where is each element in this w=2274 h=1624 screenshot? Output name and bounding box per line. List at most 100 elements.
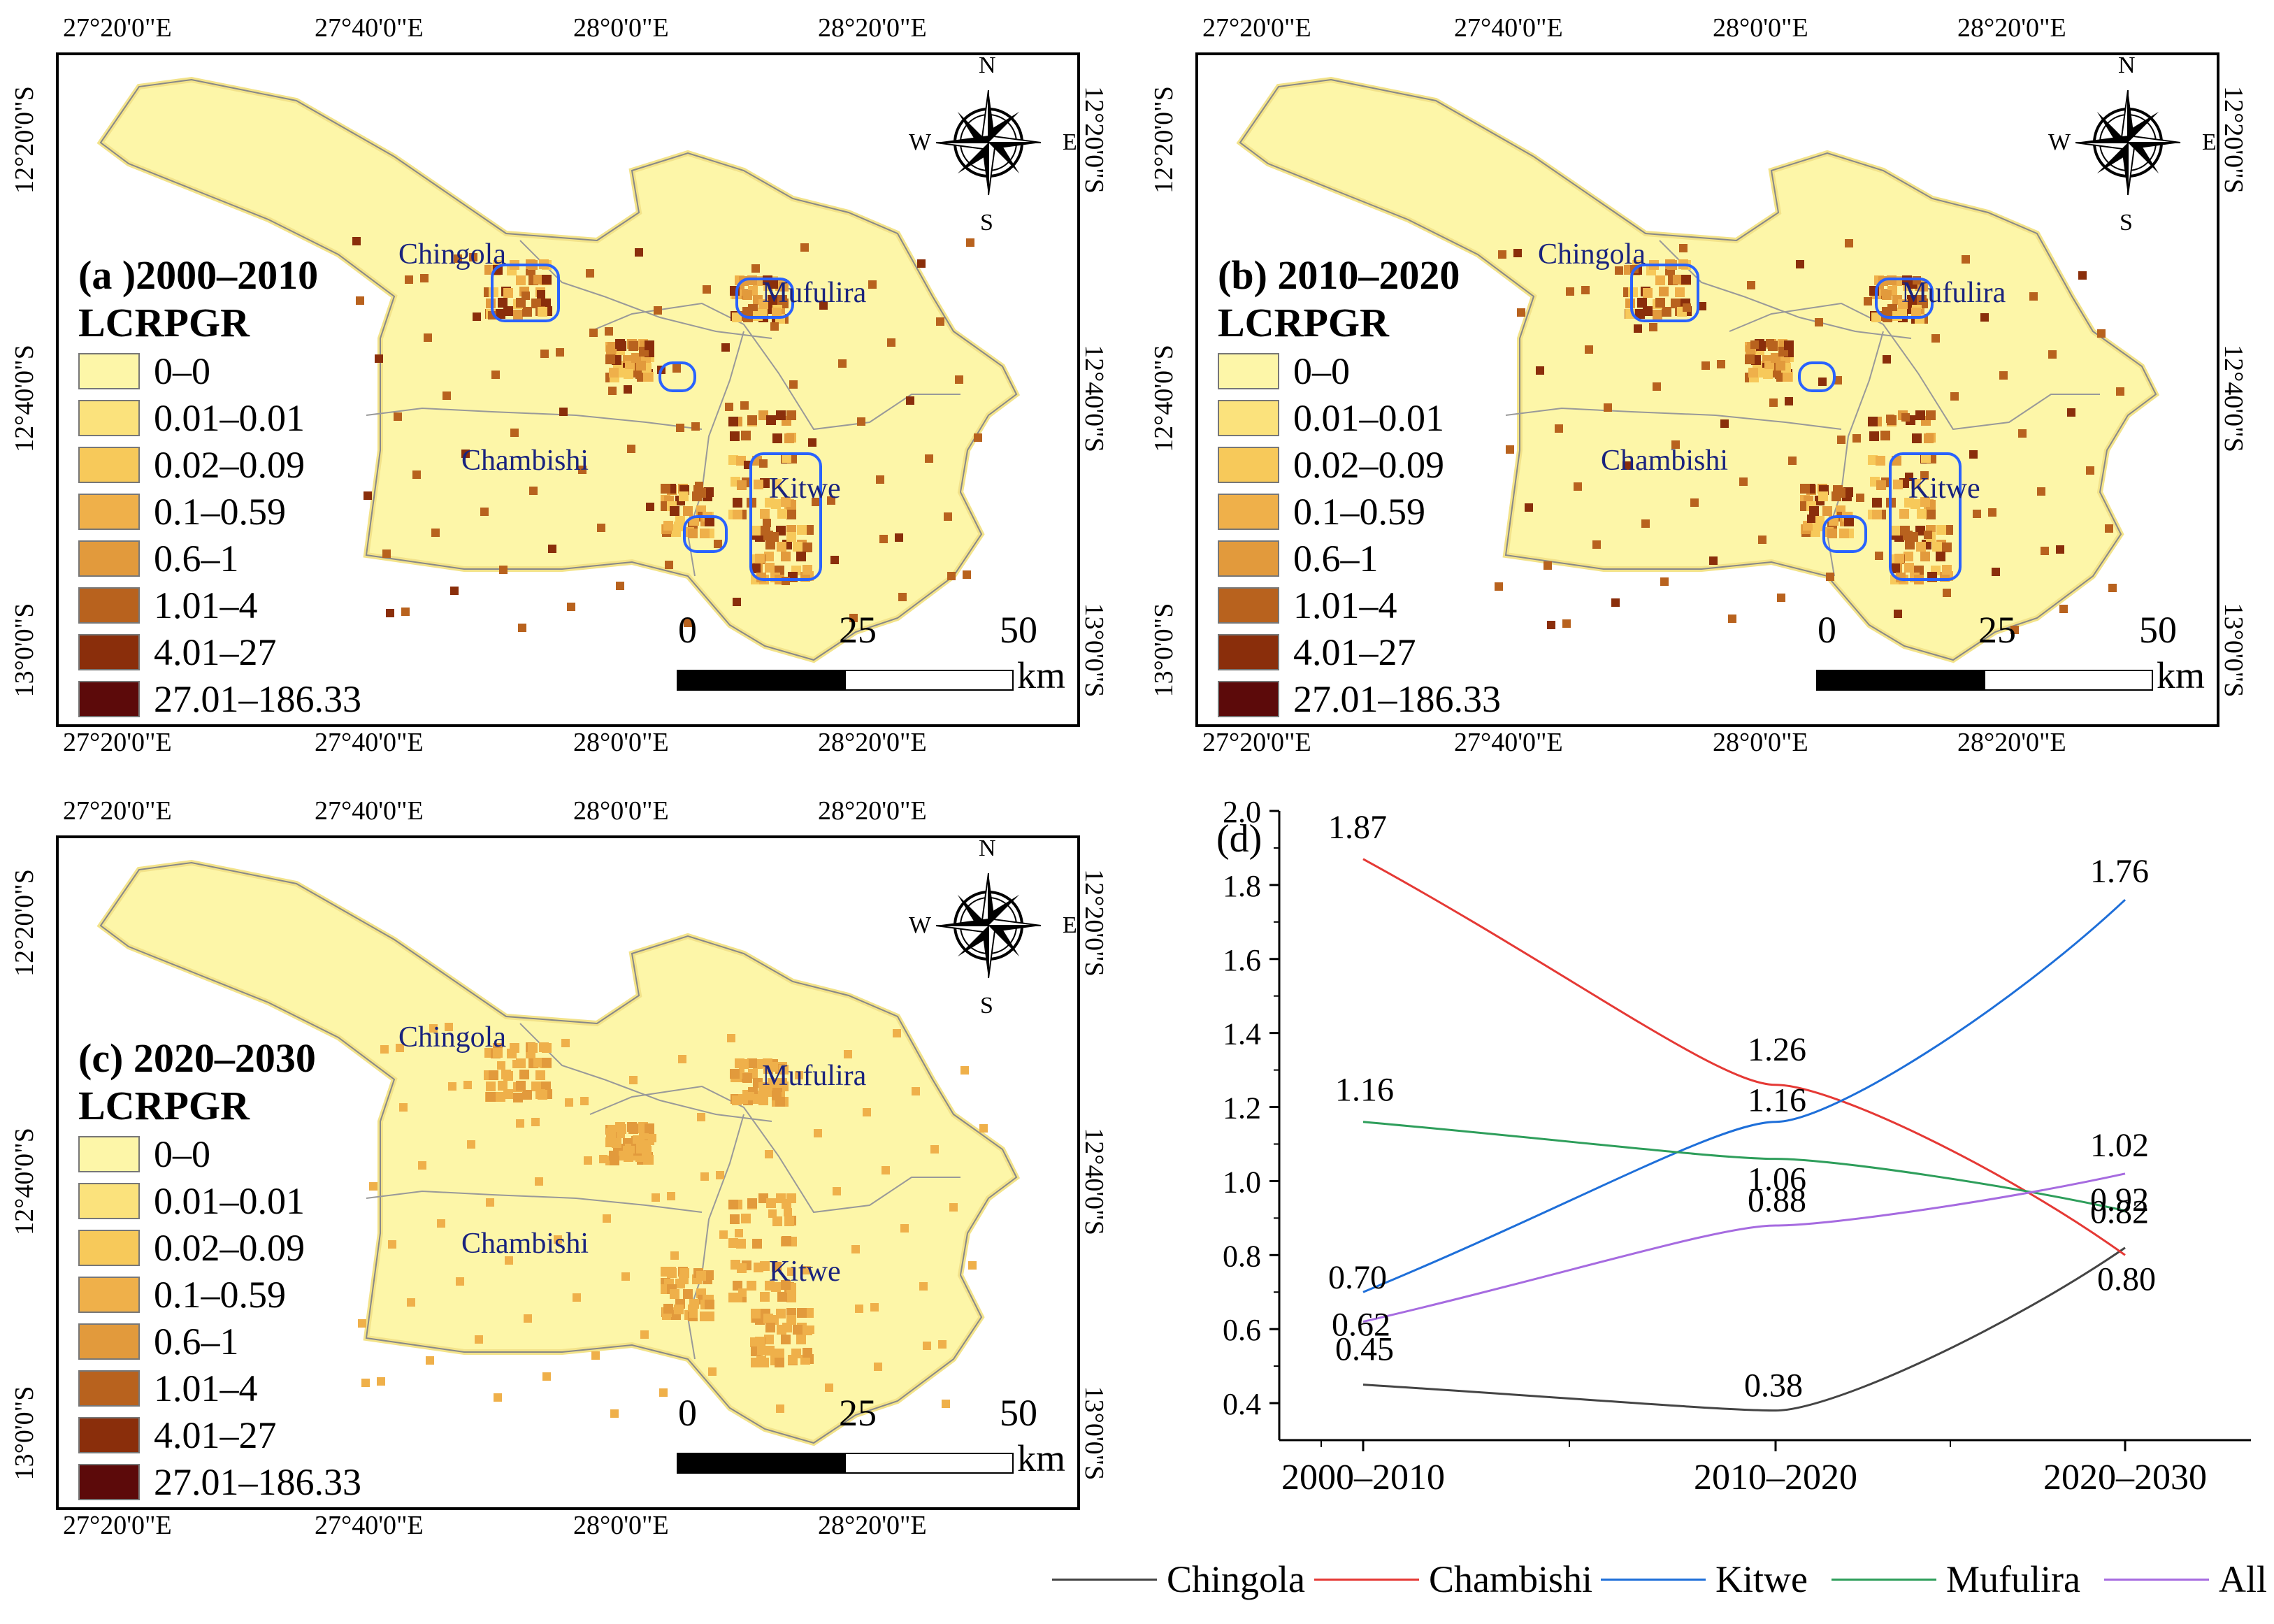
data-label-all: 0.88	[1748, 1182, 1806, 1219]
pixel-cell	[758, 410, 768, 420]
pixel-cell	[1868, 455, 1878, 465]
pixel-cell	[1822, 506, 1832, 516]
legend-row: 0.6–1	[78, 1320, 239, 1363]
pixel-cell	[456, 1277, 464, 1286]
pixel-cell	[696, 488, 706, 498]
pixel-cell	[868, 280, 877, 289]
pixel-cell	[480, 508, 489, 516]
pixel-cell	[738, 1288, 747, 1297]
pixel-cell	[463, 1081, 472, 1089]
pixel-cell	[648, 1134, 656, 1142]
pixel-cell	[768, 295, 777, 305]
pixel-cell	[445, 1023, 453, 1031]
pixel-cell	[605, 327, 613, 336]
pixel-cell	[1844, 517, 1854, 526]
pixel-cell	[516, 1119, 524, 1128]
legend-swatch	[78, 681, 140, 717]
pixel-cell	[704, 487, 714, 497]
pixel-cell	[635, 248, 643, 257]
pixel-cell	[776, 1193, 786, 1203]
lat-tick-left-1: 12°20'0"S	[10, 869, 39, 977]
pixel-cell	[1872, 498, 1882, 508]
pixel-cell	[787, 1267, 796, 1276]
pixel-cell	[728, 455, 738, 465]
pixel-cell	[758, 299, 768, 309]
pixel-cell	[765, 1281, 775, 1291]
legend-line-chambishi	[1314, 1578, 1419, 1581]
map-panel-3: 27°20'0"E 27°40'0"E 28°0'0"E 28°20'0"E 27°20…	[0, 783, 1136, 1559]
pixel-cell	[756, 1356, 766, 1365]
scale-unit: km	[1017, 654, 1066, 696]
legend-label: 0.6–1	[154, 538, 239, 580]
pixel-cell	[917, 259, 926, 268]
pixel-cell	[700, 529, 710, 538]
pixel-cell	[683, 1289, 693, 1299]
pixel-cell	[528, 1043, 538, 1053]
lat-tick-right-1: 12°20'0"S	[2219, 86, 2248, 194]
legend-row: 0.6–1	[78, 537, 239, 580]
data-label-chambishi: 0.80	[2097, 1260, 2156, 1298]
legend-swatch	[78, 540, 140, 577]
pixel-cell	[781, 1335, 791, 1344]
city-label-mufulira: Mufulira	[1901, 277, 2006, 309]
pixel-cell	[1673, 275, 1683, 285]
pixel-cell	[513, 1093, 523, 1102]
pixel-cell	[2029, 292, 2038, 301]
pixel-cell	[420, 274, 429, 282]
pixel-cell	[1962, 255, 1970, 264]
y-tick-label: 1.8	[1223, 869, 1261, 903]
map-frame	[1195, 52, 2219, 727]
pixel-cell	[352, 237, 361, 245]
y-tick-label: 0.4	[1223, 1387, 1261, 1421]
pixel-cell	[755, 554, 765, 563]
pixel-cell	[358, 1319, 366, 1328]
pixel-cell	[624, 1152, 633, 1162]
pixel-cell	[963, 570, 971, 579]
pixel-cell	[1525, 503, 1533, 512]
pixel-cell	[394, 412, 402, 421]
lat-tick-left-3: 13°0'0"S	[1149, 603, 1179, 698]
map-frame	[56, 52, 1080, 727]
scale-mid: 25	[839, 609, 877, 651]
pixel-cell	[1917, 509, 1927, 519]
data-label-chingola: 0.38	[1744, 1367, 1803, 1404]
pixel-cell	[537, 290, 545, 299]
pixel-cell	[1777, 594, 1785, 602]
pixel-cell	[900, 1224, 909, 1233]
pixel-cell	[554, 1235, 562, 1244]
compass-label-w: W	[909, 912, 932, 938]
pixel-cell	[1555, 424, 1563, 433]
pixel-cell	[2108, 584, 2117, 592]
pixel-cell	[1920, 471, 1929, 480]
pixel-cell	[533, 1058, 543, 1068]
pixel-cell	[1973, 510, 1981, 518]
compass-label-w: W	[909, 129, 932, 155]
lon-tick-bottom-4: 28°20'0"E	[1957, 728, 2066, 757]
pixel-cell	[974, 433, 982, 442]
pixel-cell	[751, 526, 761, 536]
pixel-cell	[751, 1309, 761, 1318]
pixel-cell	[624, 385, 632, 394]
district-boundary-4	[686, 1114, 744, 1360]
line-chart: 0.4 0.6 0.8 1.0 1.2 1.4 1.6 1.8 2.0 2000–2010 2010…	[1223, 797, 2251, 1497]
pixel-cell	[654, 306, 662, 315]
pixel-cell	[1869, 431, 1879, 441]
map-frame	[56, 835, 1080, 1510]
legend-row: 0.1–0.59	[1218, 490, 1425, 533]
pixel-cell	[670, 1251, 679, 1260]
city-label-chambishi: Chambishi	[461, 1228, 589, 1260]
pixel-cell	[768, 1209, 777, 1218]
pixel-cell	[1659, 287, 1669, 296]
pixel-cell	[513, 310, 523, 319]
pixel-cell	[667, 1192, 675, 1200]
pixel-cell	[437, 1219, 445, 1228]
map-panel-1: 27°20'0"E 27°40'0"E 28°0'0"E 28°20'0"E 27°20…	[0, 0, 1136, 776]
pixel-cell	[1882, 290, 1892, 300]
pixel-cell	[763, 531, 773, 540]
pixel-cell	[2059, 605, 2068, 613]
pixel-cell	[1890, 563, 1900, 573]
pixel-cell	[510, 429, 519, 437]
scale-bar	[677, 1453, 1014, 1474]
pixel-cell	[405, 275, 413, 284]
scale-unit: km	[2157, 654, 2205, 696]
